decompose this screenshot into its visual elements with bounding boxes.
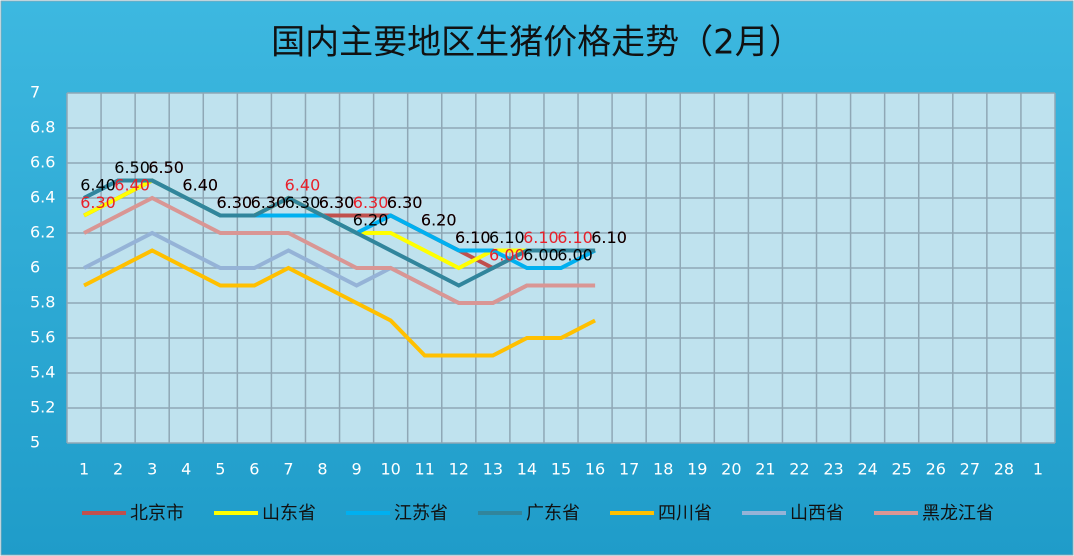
x-tick-label: 23 — [823, 460, 843, 479]
data-label: 6.30 — [216, 193, 252, 212]
x-tick-label: 20 — [721, 460, 741, 479]
x-tick-label: 7 — [283, 460, 293, 479]
x-tick-label: 8 — [317, 460, 327, 479]
data-label: 6.10 — [455, 228, 491, 247]
series-line — [83, 178, 596, 288]
data-label: 6.10 — [591, 228, 627, 247]
x-tick-label: 14 — [517, 460, 537, 479]
data-label: 6.20 — [421, 211, 457, 230]
x-tick-label: 3 — [147, 460, 157, 479]
y-tick-label: 5.6 — [30, 328, 55, 347]
x-tick-label: 16 — [585, 460, 605, 479]
y-tick-label: 5.8 — [30, 293, 55, 312]
data-label: 6.30 — [353, 193, 389, 212]
legend-label: 山西省 — [790, 503, 844, 524]
x-tick-label: 11 — [415, 460, 435, 479]
data-label: 6.30 — [319, 193, 355, 212]
data-label: 6.10 — [591, 228, 627, 247]
x-tick-label: 2 — [113, 460, 123, 479]
y-tick-label: 6.6 — [30, 153, 55, 172]
x-tick-label: 22 — [789, 460, 809, 479]
x-tick-label: 18 — [653, 460, 673, 479]
data-label: 6.30 — [251, 193, 287, 212]
data-label: 6.00 — [557, 246, 593, 265]
legend-label: 广东省 — [526, 503, 580, 524]
x-tick-label: 24 — [857, 460, 877, 479]
data-label: 6.50 — [148, 158, 184, 177]
series-line — [83, 195, 596, 305]
data-label: 6.00 — [489, 246, 525, 265]
data-label: 6.30 — [80, 193, 116, 212]
x-tick-label: 9 — [351, 460, 361, 479]
legend-label: 北京市 — [130, 503, 184, 524]
data-label: 6.30 — [387, 193, 423, 212]
x-tick-label: 1 — [1033, 460, 1043, 479]
x-tick-label: 28 — [994, 460, 1014, 479]
x-tick-label: 17 — [619, 460, 639, 479]
x-tick-label: 25 — [892, 460, 912, 479]
x-tick-label: 10 — [380, 460, 400, 479]
x-tick-label: 5 — [215, 460, 225, 479]
data-label: 6.00 — [523, 246, 559, 265]
x-tick-label: 26 — [926, 460, 946, 479]
y-tick-label: 7 — [30, 83, 40, 102]
chart-title: 国内主要地区生猪价格走势（2月） — [271, 23, 803, 63]
x-tick-label: 19 — [687, 460, 707, 479]
x-tick-label: 27 — [960, 460, 980, 479]
data-label: 6.10 — [489, 228, 525, 247]
x-tick-label: 21 — [755, 460, 775, 479]
y-tick-label: 6.8 — [30, 118, 55, 137]
x-tick-label: 1 — [79, 460, 89, 479]
legend-label: 四川省 — [658, 503, 712, 524]
y-tick-label: 5.2 — [30, 398, 55, 417]
data-label: 6.30 — [285, 193, 321, 212]
legend-label: 江苏省 — [394, 503, 448, 524]
data-label: 6.40 — [80, 176, 116, 195]
y-tick-label: 6.2 — [30, 223, 55, 242]
x-tick-label: 15 — [551, 460, 571, 479]
data-label: 6.10 — [455, 228, 491, 247]
y-tick-label: 5 — [30, 433, 40, 452]
data-label: 6.40 — [182, 176, 218, 195]
legend-label: 山东省 — [262, 503, 316, 524]
y-tick-label: 6 — [30, 258, 40, 277]
data-label: 6.10 — [523, 228, 559, 247]
data-label: 6.40 — [285, 176, 321, 195]
data-label: 6.20 — [353, 211, 389, 230]
data-label: 6.30 — [216, 193, 252, 212]
x-tick-label: 13 — [483, 460, 503, 479]
data-label: 6.20 — [421, 211, 457, 230]
data-label: 6.30 — [387, 193, 423, 212]
data-label: 6.40 — [182, 176, 218, 195]
x-tick-label: 12 — [449, 460, 469, 479]
y-tick-label: 5.4 — [30, 363, 55, 382]
data-label: 6.40 — [114, 176, 150, 195]
data-label: 6.50 — [114, 158, 150, 177]
series-line — [83, 248, 596, 358]
data-label: 6.10 — [557, 228, 593, 247]
legend-label: 黑龙江省 — [922, 503, 994, 524]
data-label: 6.30 — [251, 193, 287, 212]
x-tick-label: 4 — [181, 460, 191, 479]
data-label: 6.30 — [319, 193, 355, 212]
y-tick-label: 6.4 — [30, 188, 55, 207]
data-label: 6.50 — [148, 158, 184, 177]
x-tick-label: 6 — [249, 460, 259, 479]
